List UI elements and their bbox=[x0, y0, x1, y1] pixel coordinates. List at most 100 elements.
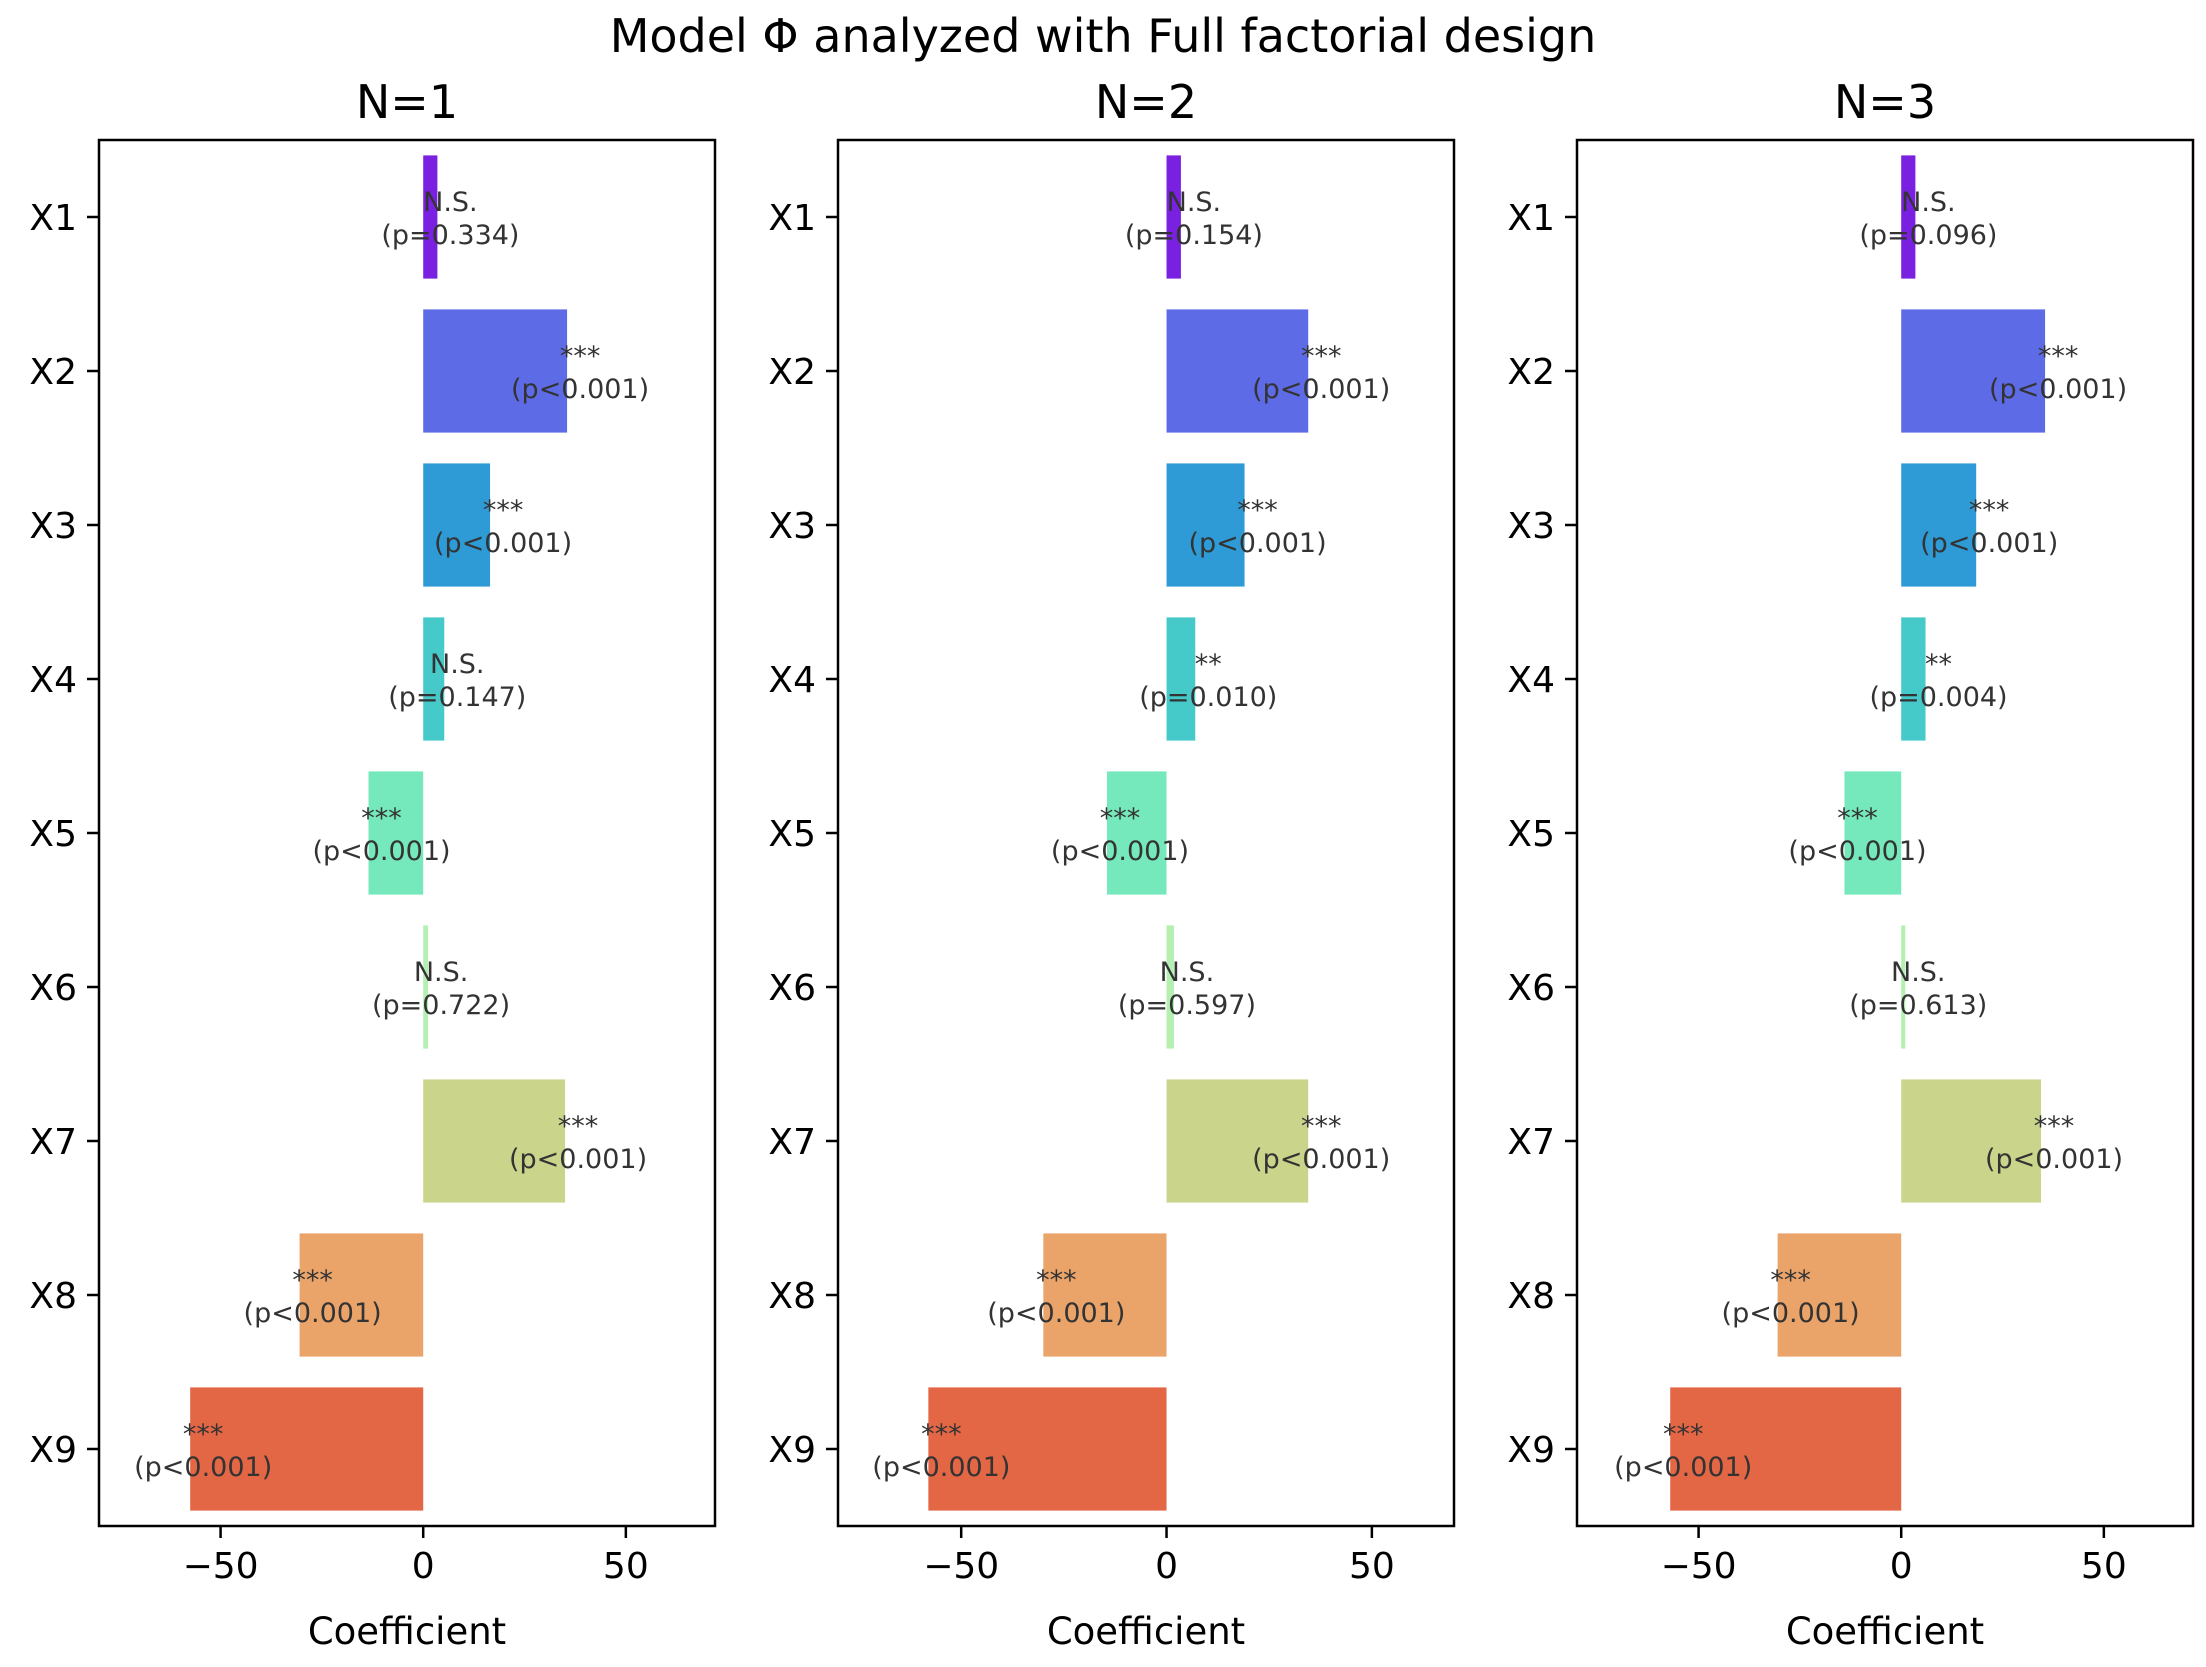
x-tick-label: 0 bbox=[1155, 1546, 1178, 1587]
bar-x6 bbox=[1166, 925, 1174, 1049]
significance-label: *** bbox=[560, 341, 601, 372]
y-tick-label: X9 bbox=[1507, 1430, 1555, 1471]
significance-label: *** bbox=[921, 1419, 962, 1450]
p-value-label: (p<0.001) bbox=[312, 836, 450, 867]
bar-x1 bbox=[423, 155, 438, 279]
y-tick-label: X1 bbox=[29, 198, 77, 239]
y-tick-label: X7 bbox=[29, 1122, 77, 1163]
y-tick-label: X9 bbox=[768, 1430, 816, 1471]
bar-x6 bbox=[423, 925, 429, 1049]
significance-label: *** bbox=[361, 803, 402, 834]
significance-label: N.S. bbox=[414, 957, 469, 988]
x-tick-label: 0 bbox=[412, 1546, 435, 1587]
p-value-label: (p=0.613) bbox=[1849, 990, 1987, 1021]
p-value-label: (p<0.001) bbox=[1614, 1452, 1752, 1483]
p-value-label: (p=0.154) bbox=[1125, 220, 1263, 251]
bar-x2 bbox=[1166, 309, 1309, 433]
bar-x8 bbox=[1043, 1233, 1167, 1357]
bar-x2 bbox=[423, 309, 568, 433]
p-value-label: (p=0.597) bbox=[1118, 990, 1256, 1021]
p-value-label: (p<0.001) bbox=[1252, 1144, 1390, 1175]
bar-x9 bbox=[928, 1387, 1167, 1511]
panels: N=1N.S.(p=0.334)***(p<0.001)***(p<0.001)… bbox=[29, 75, 2195, 1653]
significance-label: *** bbox=[2034, 1111, 2075, 1142]
significance-label: *** bbox=[558, 1111, 599, 1142]
x-tick-label: −50 bbox=[923, 1546, 999, 1587]
y-tick-label: X7 bbox=[1507, 1122, 1555, 1163]
y-tick-label: X4 bbox=[1507, 660, 1555, 701]
significance-label: *** bbox=[183, 1419, 224, 1450]
p-value-label: (p<0.001) bbox=[434, 528, 572, 559]
x-axis-label: Coefficient bbox=[1786, 1610, 1984, 1653]
p-value-label: (p=0.334) bbox=[381, 220, 519, 251]
p-value-label: (p=0.722) bbox=[372, 990, 510, 1021]
p-value-label: (p<0.001) bbox=[987, 1298, 1125, 1329]
significance-label: *** bbox=[2038, 341, 2079, 372]
y-tick-label: X5 bbox=[1507, 814, 1555, 855]
x-axis-label: Coefficient bbox=[308, 1610, 506, 1653]
y-tick-label: X1 bbox=[1507, 198, 1555, 239]
significance-label: N.S. bbox=[1901, 187, 1956, 218]
p-value-label: (p=0.147) bbox=[388, 682, 526, 713]
bar-x4 bbox=[1166, 617, 1196, 741]
p-value-label: (p<0.001) bbox=[1985, 1144, 2123, 1175]
p-value-label: (p<0.001) bbox=[872, 1452, 1010, 1483]
p-value-label: (p<0.001) bbox=[244, 1298, 382, 1329]
p-value-label: (p<0.001) bbox=[1722, 1298, 1860, 1329]
y-tick-label: X1 bbox=[768, 198, 816, 239]
y-tick-label: X2 bbox=[768, 352, 816, 393]
p-value-label: (p<0.001) bbox=[1920, 528, 2058, 559]
bar-x6 bbox=[1901, 925, 1906, 1049]
y-tick-label: X8 bbox=[1507, 1276, 1555, 1317]
p-value-label: (p<0.001) bbox=[511, 374, 649, 405]
significance-label: N.S. bbox=[423, 187, 478, 218]
bar-x5 bbox=[368, 771, 424, 895]
significance-label: *** bbox=[1837, 803, 1878, 834]
y-tick-label: X4 bbox=[768, 660, 816, 701]
x-tick-label: −50 bbox=[1661, 1546, 1737, 1587]
bar-x4 bbox=[423, 617, 445, 741]
bar-x9 bbox=[190, 1387, 424, 1511]
y-tick-label: X9 bbox=[29, 1430, 77, 1471]
x-tick-label: 50 bbox=[1349, 1546, 1395, 1587]
y-tick-label: X8 bbox=[768, 1276, 816, 1317]
panel-3: N=3N.S.(p=0.096)***(p<0.001)***(p<0.001)… bbox=[1507, 75, 2195, 1653]
y-tick-label: X3 bbox=[768, 506, 816, 547]
p-value-label: (p<0.001) bbox=[1989, 374, 2127, 405]
significance-label: *** bbox=[1969, 495, 2010, 526]
x-tick-label: 50 bbox=[2081, 1546, 2127, 1587]
y-tick-label: X3 bbox=[29, 506, 77, 547]
significance-label: *** bbox=[1100, 803, 1141, 834]
y-tick-label: X5 bbox=[768, 814, 816, 855]
panel-2: N=2N.S.(p=0.154)***(p<0.001)***(p<0.001)… bbox=[768, 75, 1456, 1653]
bar-x1 bbox=[1166, 155, 1181, 279]
significance-label: *** bbox=[1237, 495, 1278, 526]
bar-x7 bbox=[1166, 1079, 1309, 1203]
y-tick-label: X6 bbox=[1507, 968, 1555, 1009]
bar-x3 bbox=[1166, 463, 1245, 587]
significance-label: *** bbox=[1036, 1265, 1077, 1296]
p-value-label: (p<0.001) bbox=[1051, 836, 1189, 867]
bar-x8 bbox=[1777, 1233, 1902, 1357]
bar-x7 bbox=[423, 1079, 566, 1203]
significance-label: N.S. bbox=[430, 649, 485, 680]
y-tick-label: X4 bbox=[29, 660, 77, 701]
y-tick-label: X7 bbox=[768, 1122, 816, 1163]
p-value-label: (p=0.004) bbox=[1869, 682, 2007, 713]
x-axis-label: Coefficient bbox=[1047, 1610, 1245, 1653]
bar-x8 bbox=[299, 1233, 424, 1357]
p-value-label: (p<0.001) bbox=[134, 1452, 272, 1483]
p-value-label: (p<0.001) bbox=[1788, 836, 1926, 867]
panel-title: N=1 bbox=[356, 75, 458, 129]
significance-label: *** bbox=[1301, 1111, 1342, 1142]
figure-title: Model Φ analyzed with Full factorial des… bbox=[610, 9, 1597, 63]
panel-title: N=2 bbox=[1095, 75, 1197, 129]
bar-x1 bbox=[1901, 155, 1916, 279]
significance-label: N.S. bbox=[1160, 957, 1215, 988]
p-value-label: (p=0.096) bbox=[1859, 220, 1997, 251]
panel-title: N=3 bbox=[1834, 75, 1936, 129]
p-value-label: (p<0.001) bbox=[509, 1144, 647, 1175]
bar-x5 bbox=[1106, 771, 1167, 895]
significance-label: N.S. bbox=[1167, 187, 1222, 218]
significance-label: *** bbox=[292, 1265, 333, 1296]
